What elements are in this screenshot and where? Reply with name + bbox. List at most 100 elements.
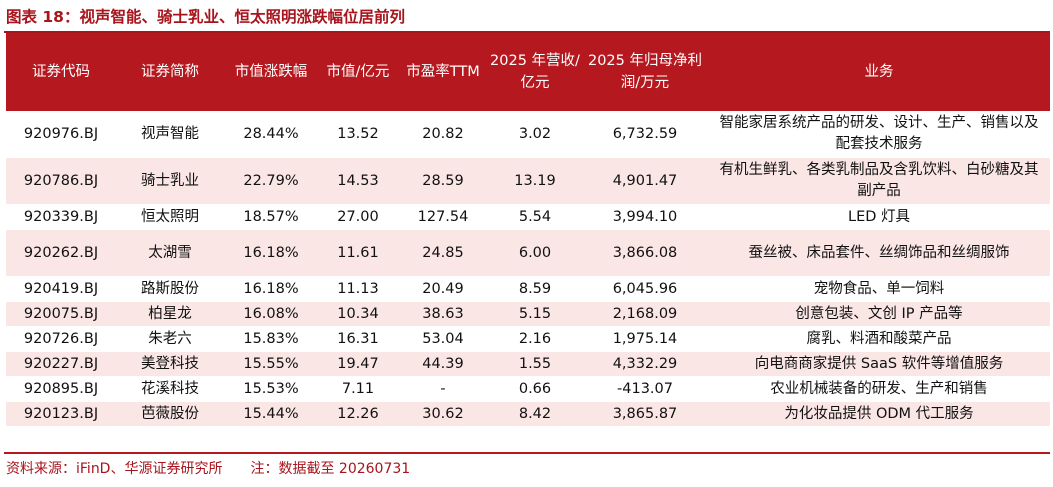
table-row: 920075.BJ 柏星龙 16.08% 10.34 38.63 5.15 2,168.09… <box>6 301 1050 327</box>
cell-change: 16.18% <box>224 229 318 277</box>
cell-business: 创意包装、文创 IP 产品等 <box>708 301 1050 327</box>
cell-business: 农业机械装备的研发、生产和销售 <box>708 376 1050 402</box>
data-date-note: 注：数据截至 20260731 <box>250 461 411 477</box>
cell-pe: 20.82 <box>398 111 488 158</box>
table-header-row: 证券代码 证券简称 市值涨跌幅 市值/亿元 市盈率TTM 2025 年营收/亿元… <box>6 33 1050 111</box>
cell-profit: -413.07 <box>582 376 708 402</box>
cell-name: 骑士乳业 <box>116 157 224 205</box>
cell-change: 16.08% <box>224 301 318 327</box>
cell-code: 920976.BJ <box>6 111 116 158</box>
cell-pe: - <box>398 376 488 402</box>
cell-name: 美登科技 <box>116 351 224 377</box>
table-row: 920123.BJ 芭薇股份 15.44% 12.26 30.62 8.42 3,865.8… <box>6 401 1050 427</box>
cell-mktcap: 27.00 <box>318 204 398 230</box>
header-revenue: 2025 年营收/亿元 <box>488 33 582 111</box>
header-business: 业务 <box>708 33 1050 111</box>
cell-code: 920262.BJ <box>6 229 116 277</box>
cell-business: 腐乳、料酒和酸菜产品 <box>708 326 1050 352</box>
header-code: 证券代码 <box>6 33 116 111</box>
cell-business: 为化妆品提供 ODM 代工服务 <box>708 401 1050 427</box>
cell-mktcap: 11.13 <box>318 276 398 302</box>
header-name: 证券简称 <box>116 33 224 111</box>
cell-name: 太湖雪 <box>116 229 224 277</box>
table-row: 920726.BJ 朱老六 15.83% 16.31 53.04 2.16 1,975.14… <box>6 326 1050 352</box>
cell-pe: 44.39 <box>398 351 488 377</box>
table-row: 920227.BJ 美登科技 15.55% 19.47 44.39 1.55 4,332.2… <box>6 351 1050 377</box>
cell-change: 15.44% <box>224 401 318 427</box>
cell-profit: 1,975.14 <box>582 326 708 352</box>
cell-pe: 28.59 <box>398 157 488 205</box>
cell-revenue: 2.16 <box>488 326 582 352</box>
cell-business: 有机生鲜乳、各类乳制品及含乳饮料、白砂糖及其副产品 <box>708 157 1050 205</box>
cell-change: 22.79% <box>224 157 318 205</box>
cell-pe: 24.85 <box>398 229 488 277</box>
cell-code: 920726.BJ <box>6 326 116 352</box>
table-row: 920419.BJ 路斯股份 16.18% 11.13 20.49 8.59 6,045.9… <box>6 276 1050 302</box>
cell-name: 恒太照明 <box>116 204 224 230</box>
title-divider <box>4 31 1050 33</box>
cell-business: 宠物食品、单一饲料 <box>708 276 1050 302</box>
cell-profit: 6,045.96 <box>582 276 708 302</box>
cell-change: 15.53% <box>224 376 318 402</box>
table-row: 920262.BJ 太湖雪 16.18% 11.61 24.85 6.00 3,866.08… <box>6 229 1050 277</box>
source-text: 资料来源：iFinD、华源证券研究所 <box>6 461 223 477</box>
header-pe: 市盈率TTM <box>398 33 488 111</box>
cell-profit: 4,901.47 <box>582 157 708 205</box>
cell-revenue: 8.42 <box>488 401 582 427</box>
cell-change: 28.44% <box>224 111 318 158</box>
cell-pe: 53.04 <box>398 326 488 352</box>
cell-code: 920419.BJ <box>6 276 116 302</box>
cell-change: 16.18% <box>224 276 318 302</box>
cell-revenue: 13.19 <box>488 157 582 205</box>
cell-mktcap: 19.47 <box>318 351 398 377</box>
cell-profit: 3,994.10 <box>582 204 708 230</box>
cell-name: 芭薇股份 <box>116 401 224 427</box>
header-mktcap: 市值/亿元 <box>318 33 398 111</box>
cell-mktcap: 16.31 <box>318 326 398 352</box>
cell-name: 朱老六 <box>116 326 224 352</box>
stock-table: 证券代码 证券简称 市值涨跌幅 市值/亿元 市盈率TTM 2025 年营收/亿元… <box>6 33 1050 427</box>
cell-mktcap: 10.34 <box>318 301 398 327</box>
table-row: 920895.BJ 花溪科技 15.53% 7.11-0.66 -413.07 农业机械装… <box>6 376 1050 402</box>
cell-profit: 4,332.29 <box>582 351 708 377</box>
bottom-divider <box>4 452 1050 454</box>
cell-code: 920227.BJ <box>6 351 116 377</box>
cell-code: 920895.BJ <box>6 376 116 402</box>
cell-code: 920123.BJ <box>6 401 116 427</box>
cell-code: 920786.BJ <box>6 157 116 205</box>
cell-profit: 3,865.87 <box>582 401 708 427</box>
cell-change: 15.83% <box>224 326 318 352</box>
source-note: 资料来源：iFinD、华源证券研究所 注：数据截至 20260731 <box>6 459 410 479</box>
cell-name: 路斯股份 <box>116 276 224 302</box>
cell-pe: 30.62 <box>398 401 488 427</box>
header-change: 市值涨跌幅 <box>224 33 318 111</box>
cell-change: 15.55% <box>224 351 318 377</box>
cell-business: 向电商商家提供 SaaS 软件等增值服务 <box>708 351 1050 377</box>
table-row: 920976.BJ 视声智能 28.44% 13.52 20.82 3.02 6,732.5… <box>6 111 1050 158</box>
cell-business: 智能家居系统产品的研发、设计、生产、销售以及配套技术服务 <box>708 111 1050 158</box>
cell-revenue: 5.15 <box>488 301 582 327</box>
cell-code: 920075.BJ <box>6 301 116 327</box>
cell-change: 18.57% <box>224 204 318 230</box>
cell-pe: 38.63 <box>398 301 488 327</box>
cell-code: 920339.BJ <box>6 204 116 230</box>
cell-business: 蚕丝被、床品套件、丝绸饰品和丝绸服饰 <box>708 229 1050 277</box>
cell-revenue: 6.00 <box>488 229 582 277</box>
cell-name: 花溪科技 <box>116 376 224 402</box>
cell-name: 视声智能 <box>116 111 224 158</box>
cell-pe: 127.54 <box>398 204 488 230</box>
cell-revenue: 5.54 <box>488 204 582 230</box>
cell-revenue: 8.59 <box>488 276 582 302</box>
chart-title: 图表 18：视声智能、骑士乳业、恒太照明涨跌幅位居前列 <box>6 8 405 26</box>
header-profit: 2025 年归母净利润/万元 <box>582 33 708 111</box>
cell-mktcap: 14.53 <box>318 157 398 205</box>
cell-pe: 20.49 <box>398 276 488 302</box>
cell-revenue: 3.02 <box>488 111 582 158</box>
table-row: 920786.BJ 骑士乳业 22.79% 14.53 28.59 13.19 4,901.… <box>6 157 1050 205</box>
cell-revenue: 0.66 <box>488 376 582 402</box>
cell-profit: 6,732.59 <box>582 111 708 158</box>
cell-mktcap: 7.11 <box>318 376 398 402</box>
cell-mktcap: 13.52 <box>318 111 398 158</box>
cell-mktcap: 12.26 <box>318 401 398 427</box>
cell-profit: 2,168.09 <box>582 301 708 327</box>
